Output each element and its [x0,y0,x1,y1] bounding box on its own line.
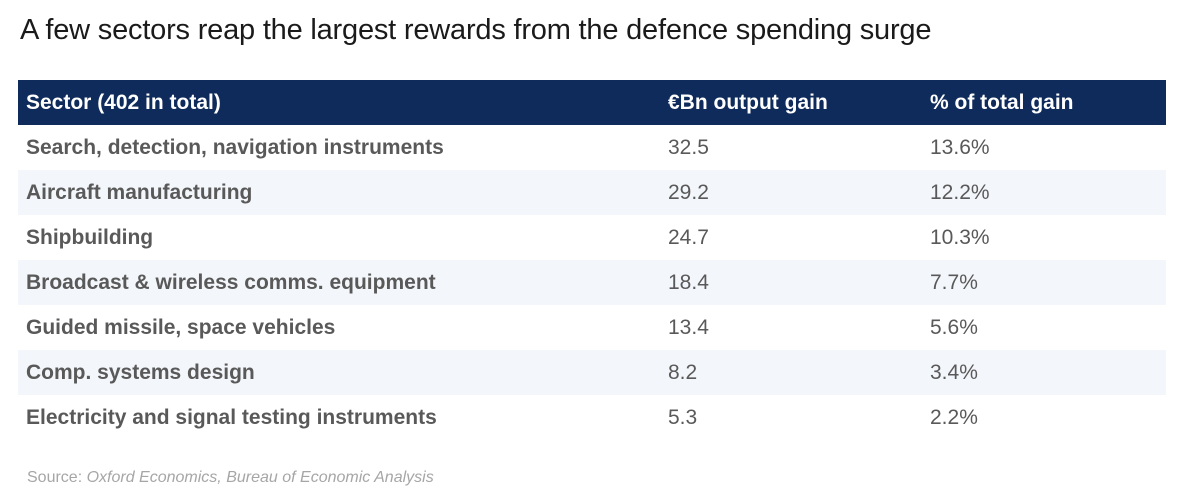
cell-percent-gain: 13.6% [930,135,990,159]
table-row: Aircraft manufacturing 29.2 12.2% [18,170,1166,215]
cell-output-gain: 5.3 [668,405,698,429]
cell-percent-gain: 5.6% [930,315,978,339]
chart-title: A few sectors reap the largest rewards f… [20,14,932,46]
cell-output-gain: 13.4 [668,315,709,339]
cell-output-gain: 32.5 [668,135,709,159]
table-body: Search, detection, navigation instrument… [18,125,1166,440]
cell-output-gain: 29.2 [668,180,709,204]
table-row: Shipbuilding 24.7 10.3% [18,215,1166,260]
table-row: Broadcast & wireless comms. equipment 18.… [18,260,1166,305]
cell-sector: Aircraft manufacturing [26,180,253,204]
cell-percent-gain: 7.7% [930,270,978,294]
table-row: Electricity and signal testing instrumen… [18,395,1166,440]
cell-sector: Guided missile, space vehicles [26,315,336,339]
cell-sector: Shipbuilding [26,225,154,249]
header-output-gain: €Bn output gain [668,90,828,114]
header-percent-gain: % of total gain [930,90,1074,114]
table-row: Comp. systems design 8.2 3.4% [18,350,1166,395]
cell-output-gain: 24.7 [668,225,709,249]
cell-percent-gain: 10.3% [930,225,990,249]
cell-sector: Search, detection, navigation instrument… [26,135,444,159]
cell-sector: Broadcast & wireless comms. equipment [26,270,436,294]
cell-output-gain: 18.4 [668,270,709,294]
table-header-row: Sector (402 in total) €Bn output gain % … [18,80,1166,125]
table-row: Search, detection, navigation instrument… [18,125,1166,170]
cell-percent-gain: 2.2% [930,405,978,429]
cell-sector: Comp. systems design [26,360,255,384]
cell-percent-gain: 12.2% [930,180,990,204]
header-sector: Sector (402 in total) [26,90,221,114]
cell-percent-gain: 3.4% [930,360,978,384]
cell-output-gain: 8.2 [668,360,698,384]
table-row: Guided missile, space vehicles 13.4 5.6% [18,305,1166,350]
source-label: Source: [27,469,83,486]
cell-sector: Electricity and signal testing instrumen… [26,405,437,429]
source-text: Oxford Economics, Bureau of Economic Ana… [86,469,434,486]
source-note: Source: Oxford Economics, Bureau of Econ… [27,469,434,487]
data-table: Sector (402 in total) €Bn output gain % … [18,80,1166,440]
